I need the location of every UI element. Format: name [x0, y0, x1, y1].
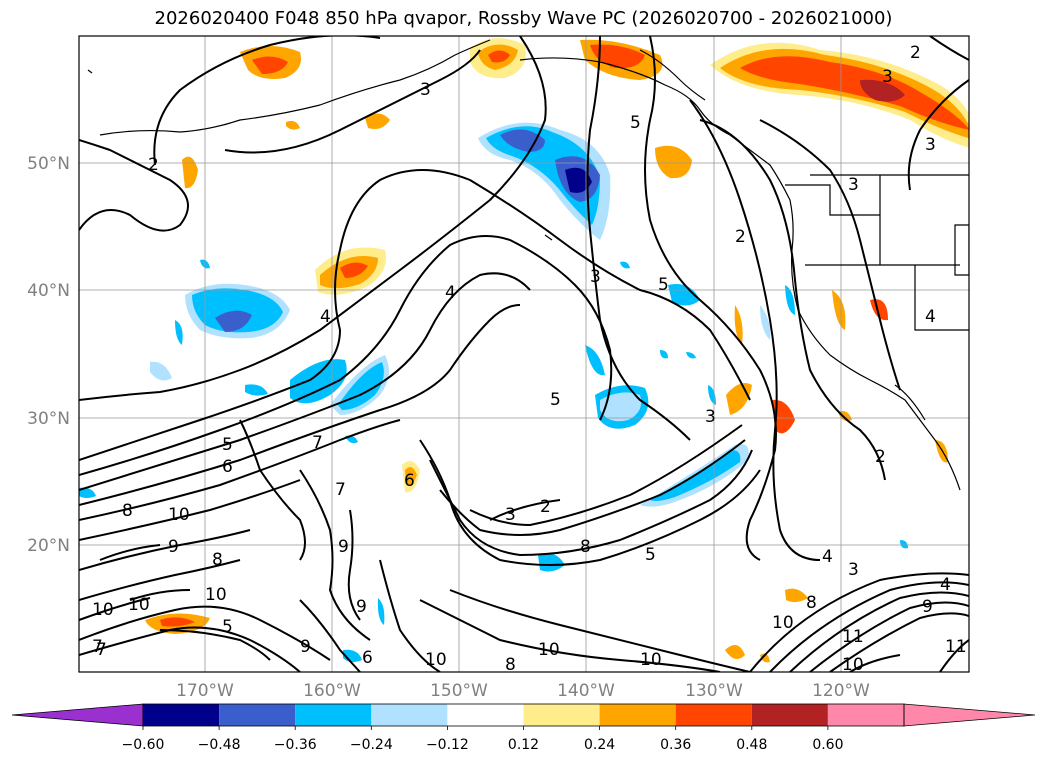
contour-label: 7: [96, 640, 107, 660]
contour-label: 10: [772, 613, 794, 633]
contour-label: 2: [910, 43, 921, 63]
contour-label: 7: [92, 637, 103, 657]
contour-label: 10: [205, 585, 227, 605]
colorbar-under-extend: [11, 703, 144, 727]
colorbar-bin: [675, 704, 752, 726]
contour-label: 10: [538, 640, 560, 660]
contour-label: 9: [356, 597, 367, 617]
contour-label: 11: [945, 637, 967, 657]
contour-label: 7: [312, 433, 323, 453]
contour-label: 10: [128, 595, 150, 615]
contour-label: 5: [222, 435, 233, 455]
contour-label: 4: [320, 307, 331, 327]
lon-label: 140°W: [557, 681, 615, 701]
contour-label: 5: [645, 545, 656, 565]
contour-label: 4: [925, 307, 936, 327]
contour-label: 2: [735, 227, 746, 247]
contour-label: 3: [925, 135, 936, 155]
colorbar-tick-label: −0.36: [274, 737, 317, 753]
contour-label: 10: [92, 600, 114, 620]
contour-label: 3: [505, 505, 516, 525]
contour-label: 3: [848, 175, 859, 195]
contour-label: 6: [362, 648, 373, 668]
contour-label: 6: [404, 471, 415, 491]
lat-label: 20°N: [27, 536, 70, 556]
contour-label: 9: [300, 637, 311, 657]
lat-axis: 50°N 40°N 30°N 20°N: [27, 154, 70, 556]
lon-label: 120°W: [812, 681, 870, 701]
lat-label: 50°N: [27, 154, 70, 174]
contour-label: 10: [640, 650, 662, 670]
contour-label: 2: [148, 155, 159, 175]
colorbar-bin: [827, 704, 904, 726]
contour-label: 7: [335, 480, 346, 500]
colorbar-tick-label: 0.24: [584, 737, 615, 753]
contour-label: 4: [445, 283, 456, 303]
contour-label: 4: [940, 575, 951, 595]
colorbar-tick-label: −0.24: [350, 737, 393, 753]
colorbar-over-extend: [903, 703, 1036, 727]
contour-label: 5: [222, 617, 233, 637]
contour-labels: 2 3 3 5 2 3 4 3 5 5 4 4 3 2 5 6 7 8 10 9…: [92, 43, 967, 675]
colorbar: −0.60 −0.48 −0.36 −0.24 −0.12 0.12 0.24 0.36 0.4…: [11, 703, 1036, 753]
contour-label: 3: [590, 267, 601, 287]
contour-label: 9: [168, 537, 179, 557]
colorbar-tick-label: 0.48: [736, 737, 767, 753]
lat-label: 30°N: [27, 409, 70, 429]
contour-label: 5: [550, 390, 561, 410]
contour-label: 10: [168, 505, 190, 525]
colorbar-tick-label: 0.12: [508, 737, 539, 753]
lon-label: 150°W: [430, 681, 488, 701]
contour-label: 9: [922, 597, 933, 617]
contour-label: 2: [540, 497, 551, 517]
contour-label: 3: [705, 407, 716, 427]
colorbar-bin: [219, 704, 296, 726]
colorbar-bin: [751, 704, 828, 726]
contour-label: 5: [630, 113, 641, 133]
colorbar-tick-label: −0.12: [426, 737, 469, 753]
contour-label: 8: [806, 593, 817, 613]
lat-label: 40°N: [27, 281, 70, 301]
colorbar-tick-label: −0.60: [122, 737, 165, 753]
colorbar-tick-label: −0.48: [198, 737, 241, 753]
contour-label: 10: [425, 650, 447, 670]
contour-label: 6: [222, 457, 233, 477]
plot-frame: [78, 35, 970, 673]
map-title: 2026020400 F048 850 hPa qvapor, Rossby W…: [154, 8, 893, 29]
colorbar-bin: [295, 704, 372, 726]
contour-label: 8: [505, 655, 516, 675]
lon-axis: 170°W 160°W 150°W 140°W 130°W 120°W: [176, 681, 870, 701]
contour-label: 4: [822, 547, 833, 567]
contour-label: 8: [122, 501, 133, 521]
lon-label: 130°W: [685, 681, 743, 701]
contour-lines: [79, 36, 969, 672]
contour-label: 11: [842, 627, 864, 647]
lon-label: 160°W: [303, 681, 361, 701]
contour-label: 3: [420, 80, 431, 100]
contour-label: 5: [658, 275, 669, 295]
colorbar-bin: [447, 704, 524, 726]
colorbar-tick-label: 0.36: [660, 737, 691, 753]
colorbar-bin: [371, 704, 448, 726]
map-plot-area: 2 3 3 5 2 3 4 3 5 5 4 4 3 2 5 6 7 8 10 9…: [79, 36, 969, 675]
contour-label: 9: [338, 537, 349, 557]
contour-label: 8: [580, 537, 591, 557]
contour-label: 3: [882, 67, 893, 87]
colorbar-bin: [599, 704, 676, 726]
colorbar-bin: [523, 704, 600, 726]
contour-label: 10: [842, 655, 864, 675]
lon-label: 170°W: [176, 681, 234, 701]
colorbar-tick-label: 0.60: [812, 737, 843, 753]
gridlines: [79, 36, 969, 672]
contour-label: 8: [212, 550, 223, 570]
coastlines: [87, 39, 969, 491]
contour-label: 3: [848, 560, 859, 580]
contour-label: 2: [875, 447, 886, 467]
colorbar-bin: [143, 704, 220, 726]
